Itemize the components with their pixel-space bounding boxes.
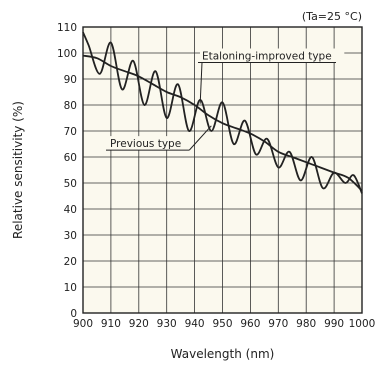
x-tick-label: 1000 [349,318,375,330]
x-tick-label: 920 [129,318,149,330]
y-tick-label: 40 [64,204,77,216]
y-tick-label: 0 [70,308,77,320]
x-axis-label: Wavelength (nm) [171,347,275,361]
x-tick-label: 930 [157,318,177,330]
y-tick-label: 80 [64,100,77,112]
previous-type-leader-line [188,125,212,151]
y-tick-label: 110 [57,22,77,34]
x-tick-label: 960 [240,318,260,330]
y-tick-label: 50 [64,178,77,190]
etaloning-improved-type-leader-line [199,62,203,104]
series-lines [82,31,363,194]
tick-labels: 900 910 920 930 940 950 960 970 980 990 1000 0 10 20 3… [57,22,375,330]
x-tick-label: 970 [268,318,288,330]
y-tick-label: 90 [64,74,77,86]
y-tick-label: 10 [64,282,77,294]
y-tick-label: 100 [57,48,77,60]
y-tick-label: 20 [64,256,77,268]
condition-annotation: (Ta=25 °C) [302,10,362,23]
y-tick-label: 60 [64,152,77,164]
previous-type-label-bg [108,136,192,151]
y-tick-label: 30 [64,230,77,242]
series-labels: Etaloning-improved type Previous type [106,48,345,151]
x-tick-label: 910 [101,318,121,330]
x-tick-label: 950 [212,318,232,330]
plot-frame [82,26,363,314]
x-tick-label: 900 [73,318,93,330]
series-line-etaloning-improved-type [82,54,363,192]
previous-type-label: Previous type [110,138,181,150]
y-axis-label: Relative sensitivity (%) [11,101,25,239]
etaloning-improved-type-label-bg [200,48,345,63]
x-tick-label: 980 [296,318,316,330]
series-line-previous-type [82,31,363,194]
x-tick-label: 940 [185,318,205,330]
y-tick-label: 70 [64,126,77,138]
x-tick-label: 990 [324,318,344,330]
etaloning-improved-type-label: Etaloning-improved type [202,51,332,63]
